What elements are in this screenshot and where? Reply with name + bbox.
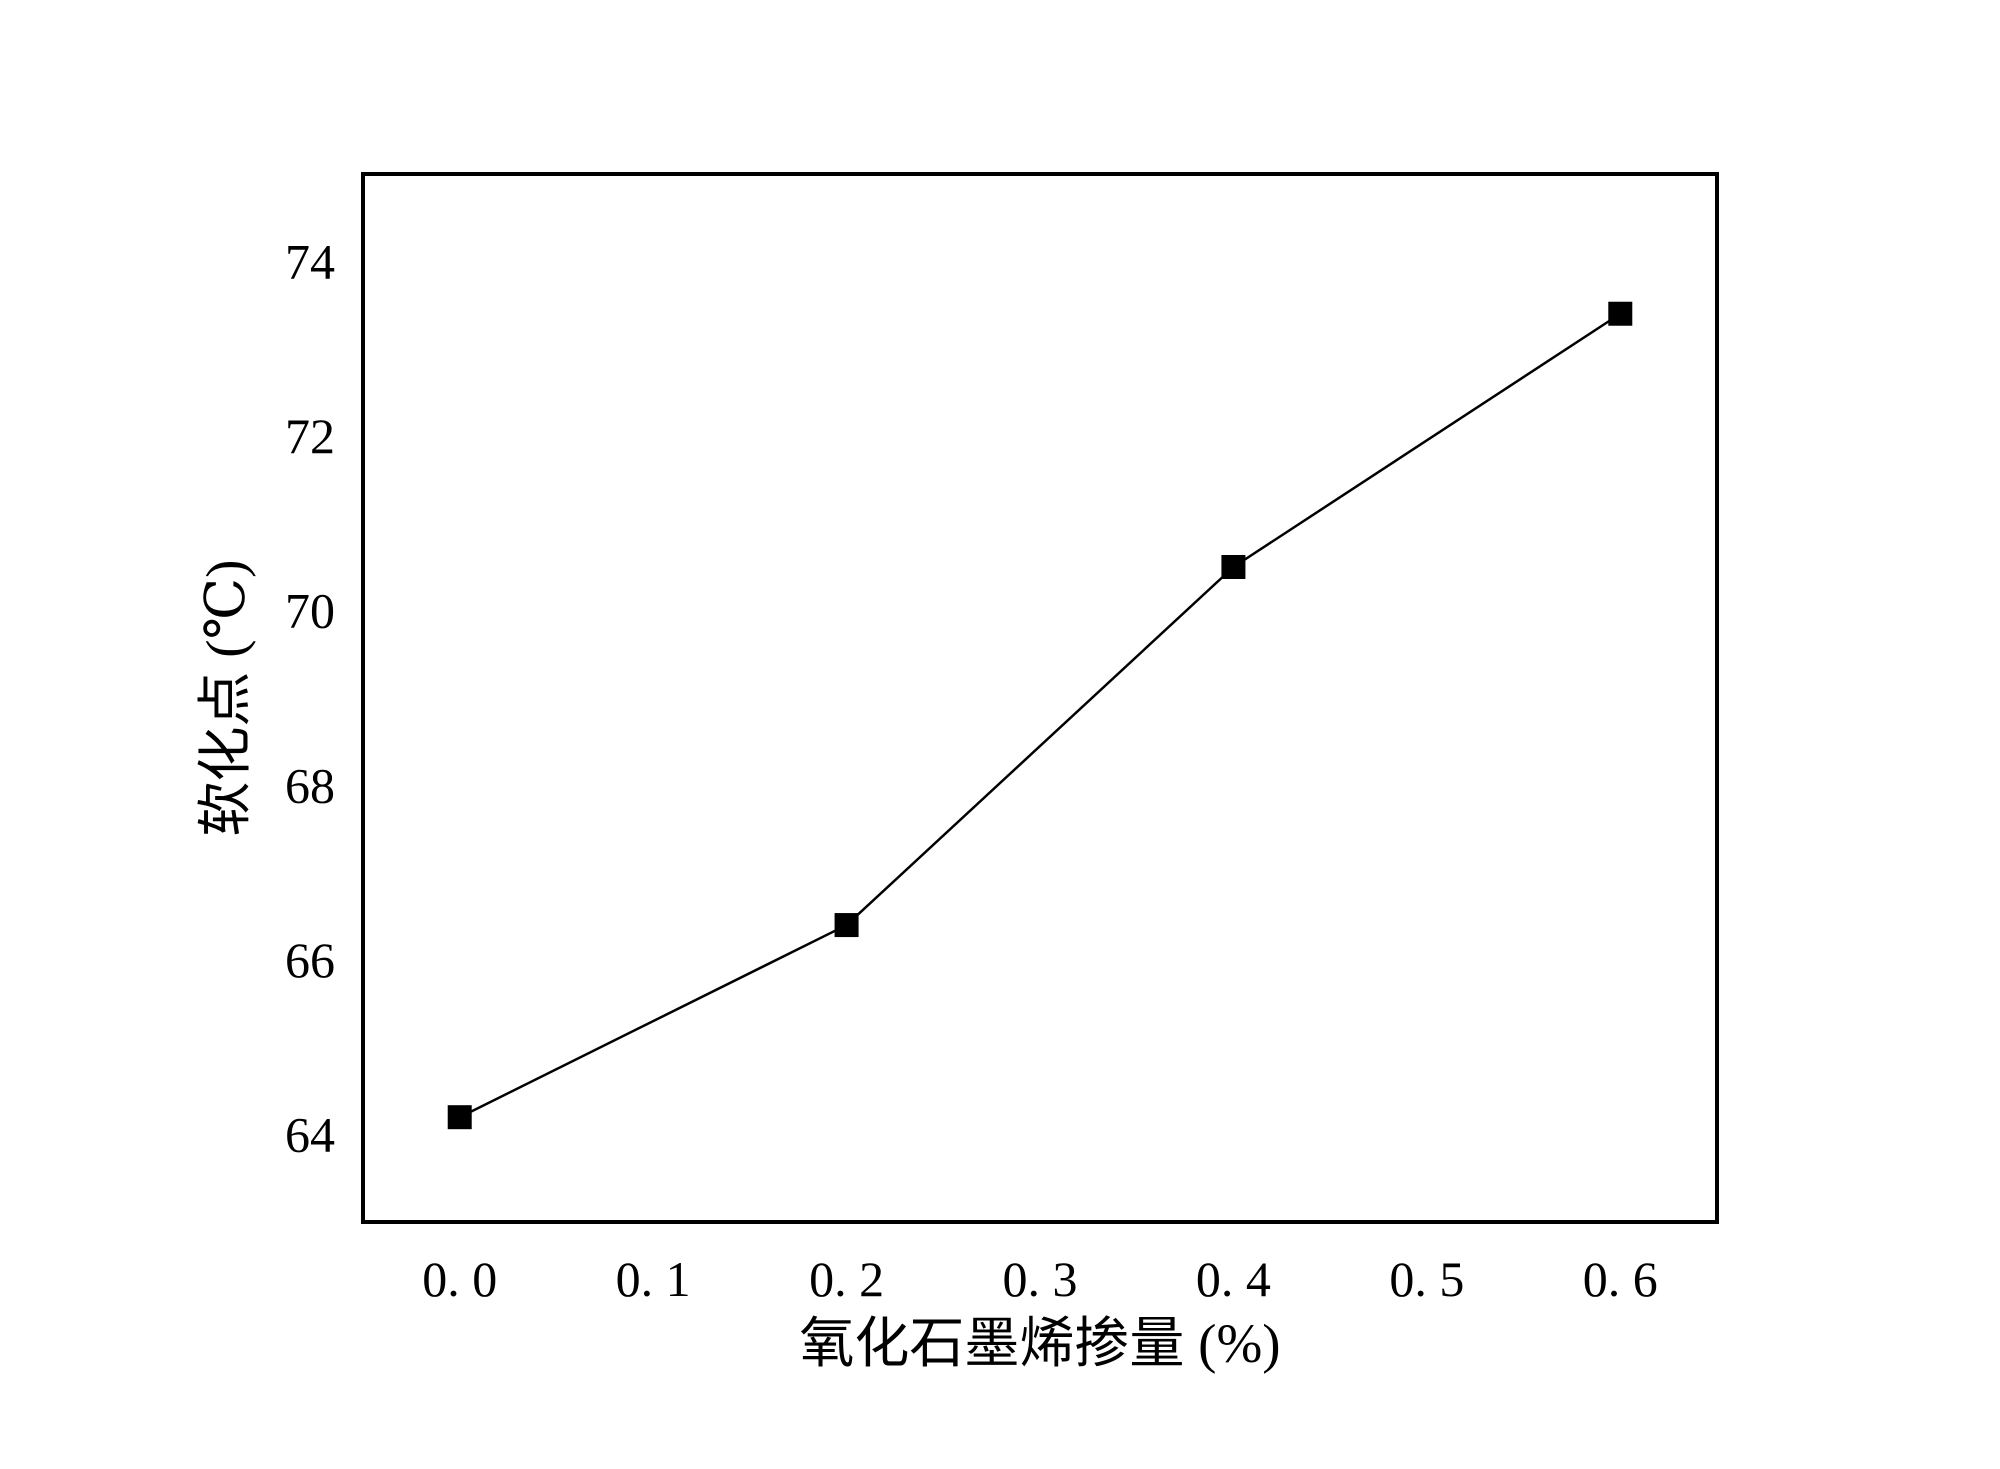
y-tick-label: 64 <box>285 1107 335 1163</box>
data-point-marker <box>447 1105 472 1130</box>
y-tick-label: 70 <box>285 583 335 639</box>
plot-border <box>361 172 1719 1224</box>
y-axis-title: 软化点 (℃) <box>195 560 256 837</box>
y-tick-label: 66 <box>285 932 335 988</box>
y-tick-label: 72 <box>285 408 335 464</box>
data-point-marker <box>1221 555 1246 579</box>
y-tick-label: 68 <box>285 757 335 813</box>
data-point-marker <box>834 913 859 938</box>
x-tick-label: 0. 2 <box>809 1251 884 1307</box>
x-tick-label: 0. 5 <box>1389 1251 1464 1307</box>
x-tick-label: 0. 6 <box>1583 1251 1658 1307</box>
data-line <box>459 312 1621 1119</box>
x-tick-label: 0. 0 <box>422 1251 497 1307</box>
x-axis-title: 氧化石墨烯掺量 (%) <box>799 1313 1280 1374</box>
series-layer <box>447 301 1633 1130</box>
y-tick-label: 74 <box>285 233 335 289</box>
data-point-marker <box>1608 301 1633 326</box>
x-tick-label: 0. 3 <box>1003 1251 1078 1307</box>
ticks-layer: 0. 0 0. 1 0. 2 0. 3 0. 4 0. 5 0. 6 64 66 68 70 72 74 <box>285 233 1658 1307</box>
x-tick-label: 0. 1 <box>616 1251 691 1307</box>
x-tick-label: 0. 4 <box>1196 1251 1271 1307</box>
